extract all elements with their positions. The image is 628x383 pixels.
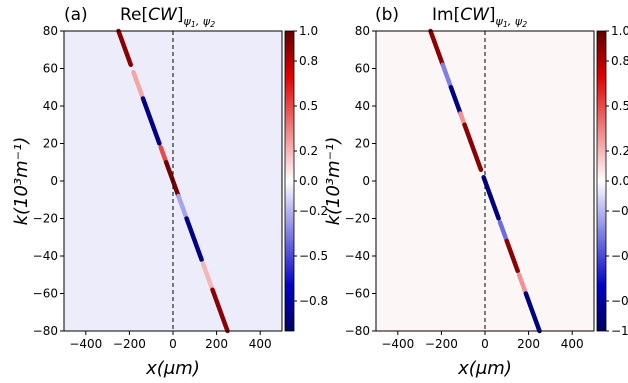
panel-a-title: Re[CW]ψ1, ψ2 xyxy=(120,5,215,29)
colorbar-tick-label: 0.5 xyxy=(611,99,628,113)
stripe-segment-1 xyxy=(131,70,146,101)
stripe-segment-9 xyxy=(523,291,542,334)
colorbar-tick-label: 0.8 xyxy=(611,54,628,68)
panel-a-stripe xyxy=(116,28,230,334)
panel-b-stripe xyxy=(428,28,542,334)
x-tick-label: 0 xyxy=(169,337,177,351)
colorbar-tick-label: 0.2 xyxy=(611,144,628,158)
x-tick-label: −200 xyxy=(425,337,458,351)
panel-b-y-label: k(10³m⁻¹) xyxy=(323,137,344,226)
stripe-segment-0 xyxy=(428,28,446,67)
panel-b-x-ticks: −400 −200 0 200 400 xyxy=(381,331,584,351)
y-tick-label: −60 xyxy=(33,287,58,301)
stripe-segment-7 xyxy=(504,238,520,274)
x-tick-label: 200 xyxy=(517,337,540,351)
colorbar-tick-label: 0.8 xyxy=(299,54,318,68)
y-tick-label: 80 xyxy=(43,24,58,38)
panel-a-y-ticks: 80 60 40 20 0 −20 −40 −60 −80 xyxy=(33,24,64,338)
colorbar-tick-label: −1.0 xyxy=(611,324,628,338)
panel-a: (a) Re[CW]ψ1, ψ2 −400 −200 0 200 400 8060402… xyxy=(11,5,328,379)
stripe-segment-4 xyxy=(163,160,181,199)
y-tick-label: 80 xyxy=(355,24,370,38)
stripe-segment-6 xyxy=(497,220,510,244)
colorbar-tick-label: 1.0 xyxy=(611,24,628,38)
stripe-segment-7 xyxy=(200,261,215,292)
panel-a-colorbar xyxy=(284,30,295,332)
colorbar-tick-label: −0.5 xyxy=(299,249,328,263)
y-tick-label: −40 xyxy=(345,249,370,263)
panel-b-title: Im[CW]ψ1, ψ2 xyxy=(432,5,527,29)
panel-b-x-label: x(μm) xyxy=(457,358,512,379)
colorbar-tick-label: 0.0 xyxy=(299,174,318,188)
stripe-segment-6 xyxy=(184,216,204,262)
colorbar-tick-label: 1.0 xyxy=(299,24,318,38)
x-tick-label: −400 xyxy=(69,337,102,351)
x-tick-label: 400 xyxy=(249,337,272,351)
panel-a-y-label: k(10³m⁻¹) xyxy=(11,137,32,226)
x-tick-label: −400 xyxy=(381,337,414,351)
x-tick-label: 200 xyxy=(205,337,228,351)
y-tick-label: −80 xyxy=(33,324,58,338)
stripe-segment-8 xyxy=(210,287,230,334)
y-tick-label: −20 xyxy=(345,212,370,226)
panel-a-x-label: x(μm) xyxy=(145,358,200,379)
y-tick-label: −60 xyxy=(345,287,370,301)
y-tick-label: 60 xyxy=(43,62,58,76)
y-tick-label: 60 xyxy=(355,62,370,76)
y-tick-label: 40 xyxy=(355,99,370,113)
panel-b-colorbar xyxy=(596,30,607,332)
colorbar-tick-label: −0.8 xyxy=(299,294,328,308)
colorbar-tick-label: −0.8 xyxy=(611,294,628,308)
colorbar-tick-label: −0.2 xyxy=(611,204,628,218)
stripe-segment-3 xyxy=(158,145,169,165)
panel-a-colorbar-ticks: 1.0 0.8 0.5 0.2 0.0 −0.2 −0.5 −0.8 xyxy=(294,24,328,308)
stripe-segment-2 xyxy=(140,96,162,146)
stripe-segment-2 xyxy=(448,85,463,116)
colorbar-tick-label: −0.2 xyxy=(299,204,328,218)
panel-a-x-ticks: −400 −200 0 200 400 xyxy=(69,331,272,351)
panel-a-label: (a) xyxy=(64,5,88,25)
panel-b-label: (b) xyxy=(375,5,399,25)
colorbar-tick-label: 0.2 xyxy=(299,144,318,158)
y-tick-label: −80 xyxy=(345,324,370,338)
y-tick-label: −40 xyxy=(33,249,58,263)
stripe-segment-4 xyxy=(462,122,484,172)
x-tick-label: −200 xyxy=(113,337,146,351)
colorbar-tick-label: 0.0 xyxy=(611,174,628,188)
stripe-segment-5 xyxy=(176,193,189,221)
colorbar-tick-label: −0.5 xyxy=(611,249,628,263)
panel-b-colorbar-ticks: 1.0 0.8 0.5 0.2 0.0 −0.2 −0.5 −0.8 −1.0 xyxy=(606,24,628,338)
x-tick-label: 400 xyxy=(561,337,584,351)
colorbar-tick-label: 0.5 xyxy=(299,99,318,113)
panel-b: (b) Im[CW]ψ1, ψ2 −400 −200 0 200 400 8060402… xyxy=(323,5,628,379)
y-tick-label: −20 xyxy=(33,212,58,226)
stripe-segment-5 xyxy=(481,175,501,221)
panel-b-y-ticks: 80 60 40 20 0 −20 −40 −60 −80 xyxy=(345,24,376,338)
y-tick-label: 20 xyxy=(355,137,370,151)
y-tick-label: 20 xyxy=(43,137,58,151)
y-tick-label: 40 xyxy=(43,99,58,113)
stripe-segment-0 xyxy=(116,28,134,67)
x-tick-label: 0 xyxy=(481,337,489,351)
stripe-segment-1 xyxy=(440,62,454,90)
y-tick-label: 0 xyxy=(362,174,370,188)
y-tick-label: 0 xyxy=(50,174,58,188)
stripe-segment-8 xyxy=(516,272,529,296)
